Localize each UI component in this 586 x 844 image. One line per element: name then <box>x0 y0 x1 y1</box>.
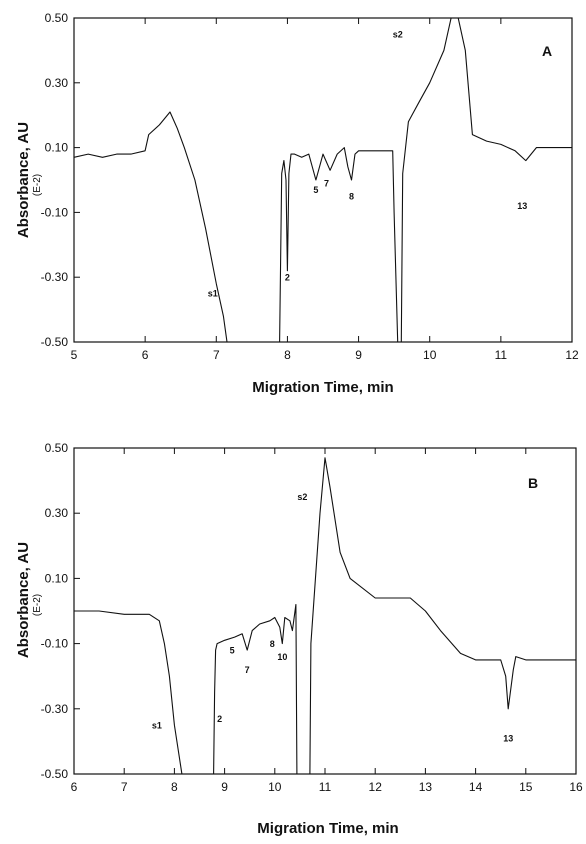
x-tick-label: 16 <box>569 780 583 794</box>
x-tick-label: 7 <box>213 348 220 362</box>
panel-b-y-axis-subtitle: (E-2) <box>32 594 43 616</box>
peak-label: s2 <box>297 492 307 502</box>
x-tick-label: 9 <box>355 348 362 362</box>
panel-a-x-ticks: 5 6 7 8 9 10 11 12 <box>71 18 579 362</box>
x-tick-label: 14 <box>469 780 483 794</box>
peak-label: 13 <box>517 201 527 211</box>
peak-label: s2 <box>393 29 403 39</box>
x-tick-label: 13 <box>419 780 433 794</box>
x-tick-label: 10 <box>268 780 282 794</box>
peak-label: 7 <box>324 178 329 188</box>
panel-a: 5 6 7 8 9 10 11 12 0.500.300.10-0.10-0.30-0.50 … <box>15 11 579 396</box>
x-tick-label: 10 <box>423 348 437 362</box>
x-tick-label: 6 <box>142 348 149 362</box>
peak-label: s1 <box>208 289 218 299</box>
y-tick-label: 0.30 <box>45 506 69 520</box>
x-tick-label: 11 <box>495 348 508 362</box>
panel-b-x-axis-title: Migration Time, min <box>257 820 398 837</box>
panel-a-y-axis-title: Absorbance, AU <box>15 122 32 238</box>
peak-label: 5 <box>230 645 235 655</box>
y-tick-label: -0.50 <box>41 767 69 781</box>
panel-a-trace <box>73 17 572 343</box>
y-tick-label: -0.10 <box>41 205 69 219</box>
peak-label: 8 <box>349 191 354 201</box>
peak-label: 8 <box>270 639 275 649</box>
panel-a-y-axis-subtitle: (E-2) <box>32 174 43 196</box>
x-tick-label: 7 <box>121 780 128 794</box>
x-tick-label: 8 <box>284 348 291 362</box>
x-tick-label: 9 <box>221 780 228 794</box>
panel-b-plot-frame <box>73 447 577 775</box>
panel-a-peak-labels: s1 2 57 8 s2 13 <box>208 29 527 298</box>
x-tick-label: 11 <box>319 780 332 794</box>
y-tick-label: -0.10 <box>41 637 69 651</box>
peak-label: 2 <box>217 714 222 724</box>
peak-label: 7 <box>245 665 250 675</box>
peak-label: 13 <box>503 733 513 743</box>
x-tick-label: 12 <box>565 348 579 362</box>
panel-b-peak-labels: s1 2 57 810 s2 13 <box>152 492 513 743</box>
peak-label: s1 <box>152 720 162 730</box>
panel-a-x-axis-title: Migration Time, min <box>252 379 393 396</box>
y-tick-label: 0.10 <box>45 571 69 585</box>
panel-b-trace <box>74 457 576 775</box>
panel-a-label: A <box>542 43 552 59</box>
panel-b-label: B <box>528 475 538 491</box>
y-tick-label: 0.10 <box>45 141 69 155</box>
x-tick-label: 15 <box>519 780 533 794</box>
y-tick-label: 0.30 <box>45 76 69 90</box>
panel-b-y-ticks: 0.50 0.30 0.10 -0.10 -0.30 -0.50 <box>41 441 80 781</box>
x-tick-label: 12 <box>369 780 383 794</box>
y-tick-label: -0.30 <box>41 702 69 716</box>
y-tick-label: -0.50 <box>41 335 69 349</box>
peak-label: 10 <box>277 652 287 662</box>
y-tick-label: 0.50 <box>45 11 69 25</box>
x-tick-label: 5 <box>71 348 78 362</box>
y-tick-label: 0.50 <box>45 441 69 455</box>
peak-label: 5 <box>313 185 318 195</box>
peak-label: 2 <box>285 272 290 282</box>
x-tick-label: 8 <box>171 780 178 794</box>
panel-b-y-axis-title: Absorbance, AU <box>15 542 32 658</box>
y-tick-label: -0.30 <box>41 270 69 284</box>
panel-a-y-ticks: 0.50 0.30 0.10 -0.10 -0.30 -0.50 <box>41 11 80 349</box>
panel-b-x-ticks: 6 7 8 9 10 11 12 13 14 15 16 <box>71 448 583 794</box>
panel-b: 6 7 8 9 10 11 12 13 14 15 16 0.50 0.30 0.10 -0.10 -0.3… <box>15 441 583 837</box>
x-tick-label: 6 <box>71 780 78 794</box>
panel-a-plot-frame <box>73 17 573 343</box>
